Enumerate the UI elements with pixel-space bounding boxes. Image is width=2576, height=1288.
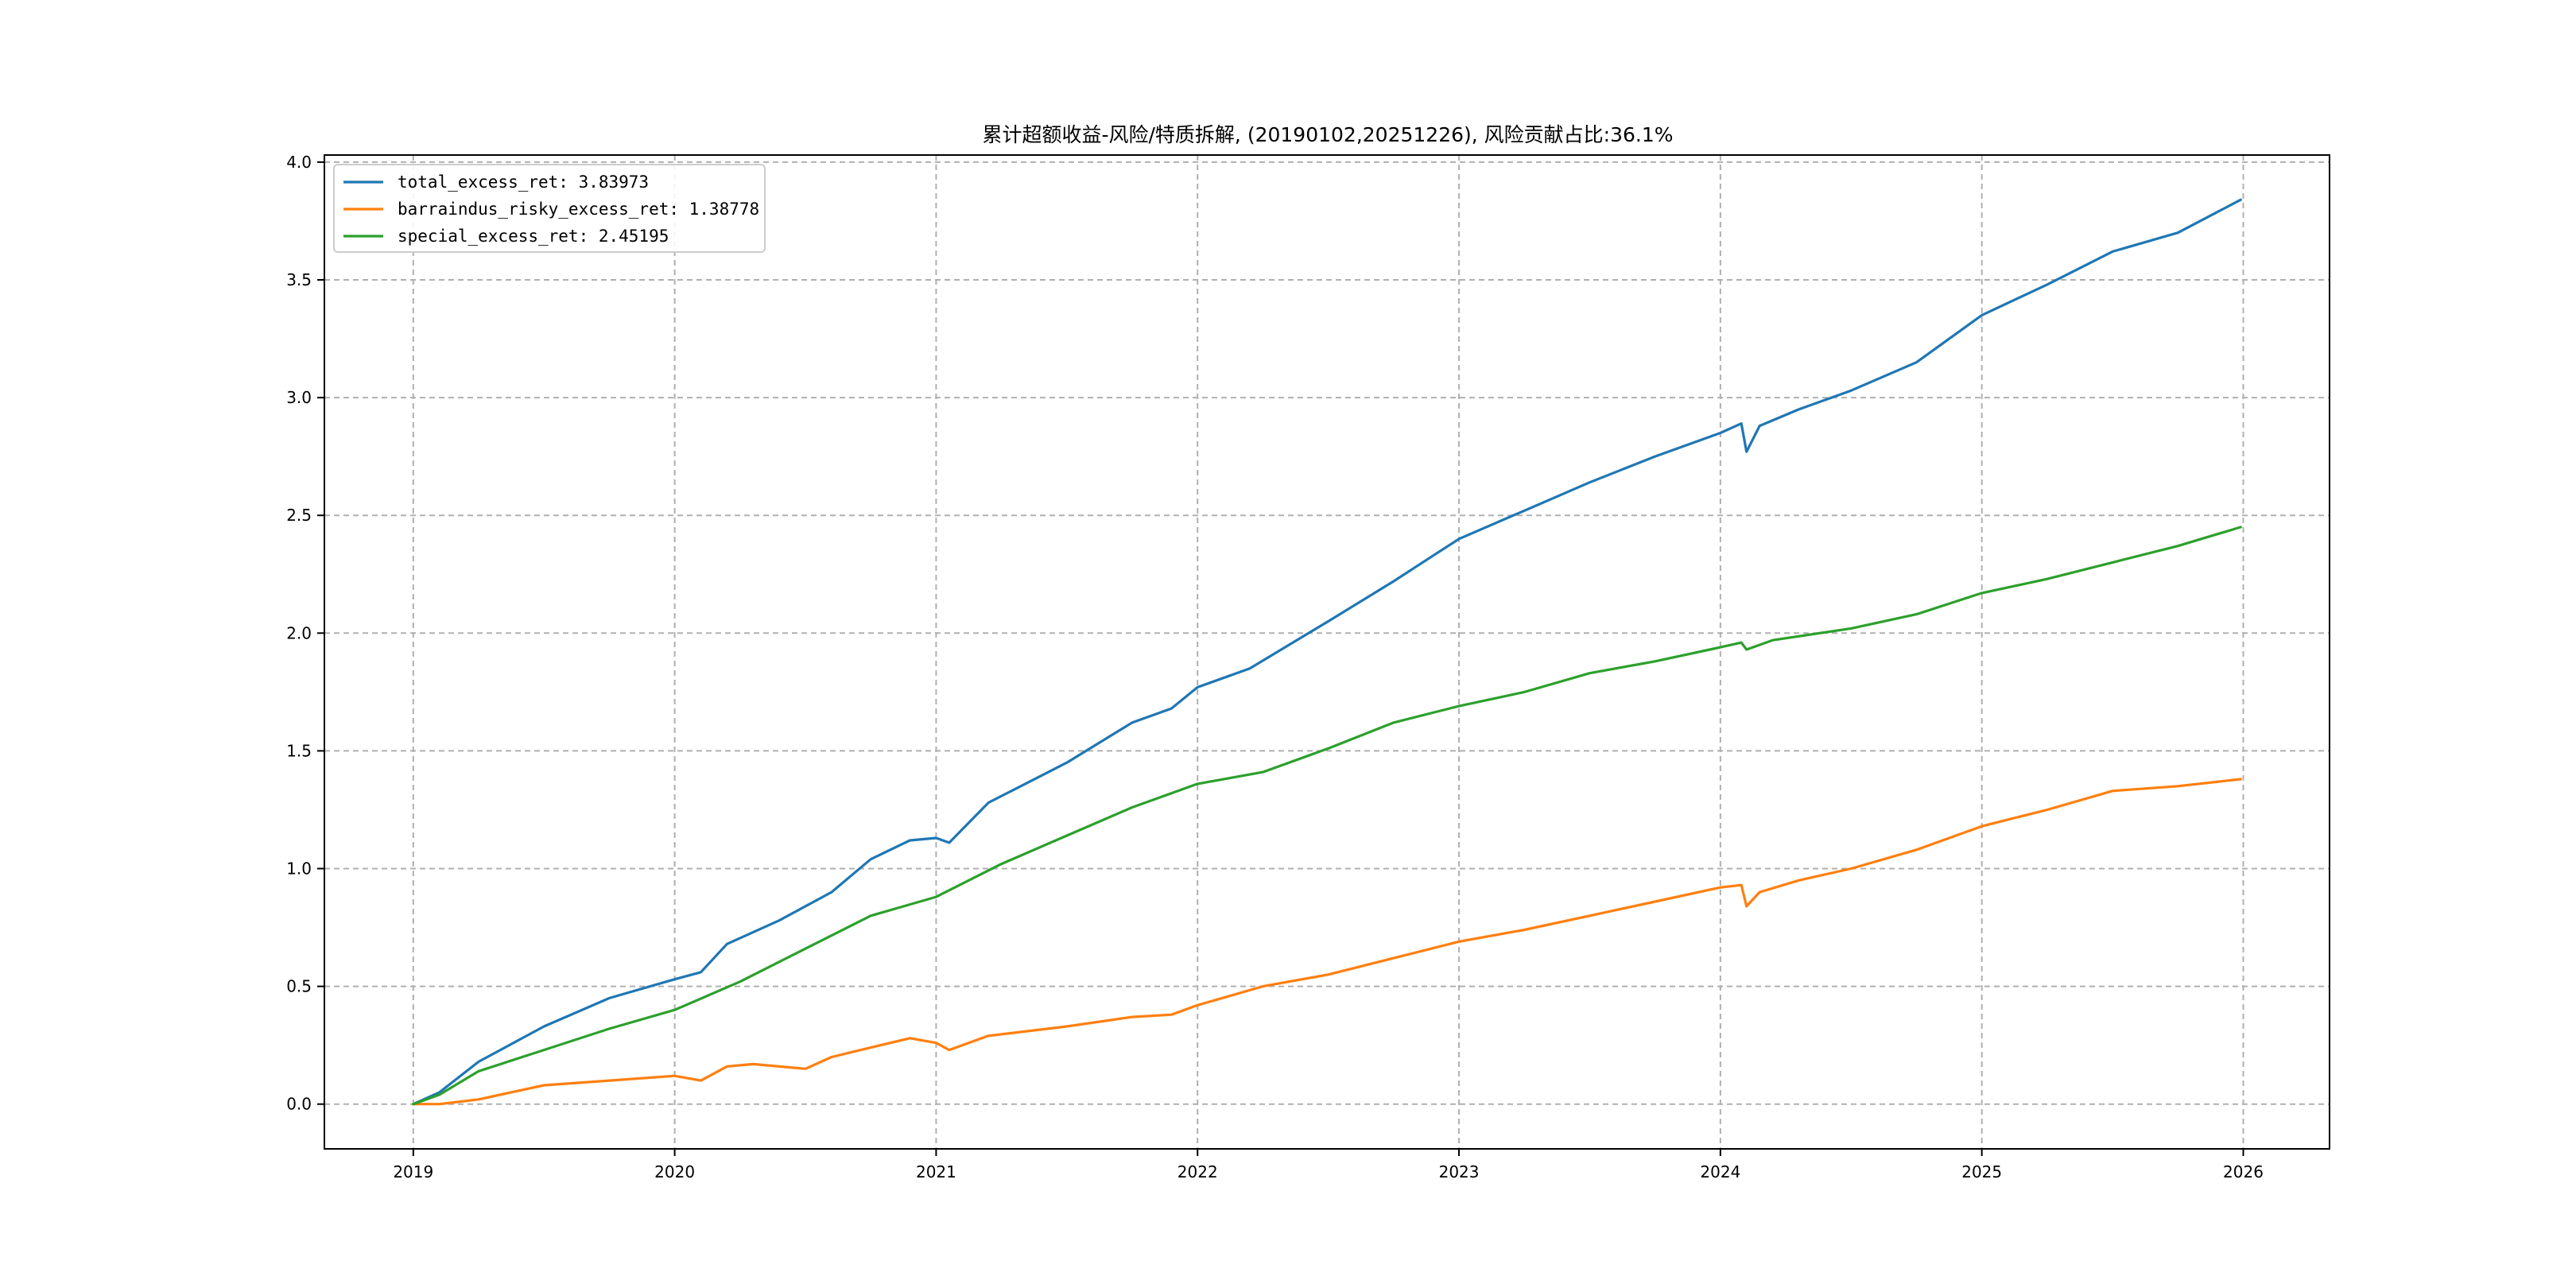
y-tick-label: 0.0 (286, 1095, 312, 1114)
legend: total_excess_ret: 3.83973 barraindus_risk… (333, 164, 766, 253)
y-axis: 0.0 0.5 1.0 1.5 2.0 2.5 3.0 3.5 4.0 (286, 153, 324, 1114)
y-tick-label: 3.0 (286, 388, 312, 407)
y-tick-label: 1.5 (286, 741, 312, 760)
x-tick-label: 2022 (1177, 1162, 1218, 1181)
x-tick-label: 2023 (1439, 1162, 1480, 1181)
series-line-1 (412, 778, 2242, 1106)
legend-label: total_excess_ret: 3.83973 (398, 173, 649, 192)
plot-frame (324, 154, 2330, 1150)
y-tick-label: 1.0 (286, 859, 312, 879)
legend-label: barraindus_risky_excess_ret: 1.38778 (398, 200, 759, 219)
x-tick-label: 2026 (2223, 1162, 2264, 1181)
chart-title: 累计超额收益-风险/特质拆解, (20190102,20251226), 风险贡… (982, 123, 1673, 146)
x-tick-label: 2021 (916, 1162, 956, 1181)
series-line-2 (412, 526, 2242, 1106)
x-tick-label: 2024 (1700, 1162, 1740, 1181)
grid (324, 155, 2330, 1149)
legend-label: special_excess_ret: 2.45195 (398, 227, 669, 246)
x-tick-label: 2020 (654, 1162, 695, 1181)
y-tick-label: 4.0 (286, 153, 312, 172)
y-tick-label: 0.5 (286, 977, 312, 996)
series-lines (412, 198, 2242, 1106)
y-tick-label: 2.0 (286, 623, 312, 642)
x-tick-label: 2019 (393, 1162, 433, 1181)
x-axis: 2019 2020 2021 2022 2023 2024 2025 2026 (393, 1149, 2264, 1181)
legend-box (333, 164, 766, 253)
series-line-0 (412, 198, 2242, 1106)
y-tick-label: 2.5 (286, 506, 312, 525)
y-tick-label: 3.5 (286, 270, 312, 289)
x-tick-label: 2025 (1961, 1162, 2002, 1181)
